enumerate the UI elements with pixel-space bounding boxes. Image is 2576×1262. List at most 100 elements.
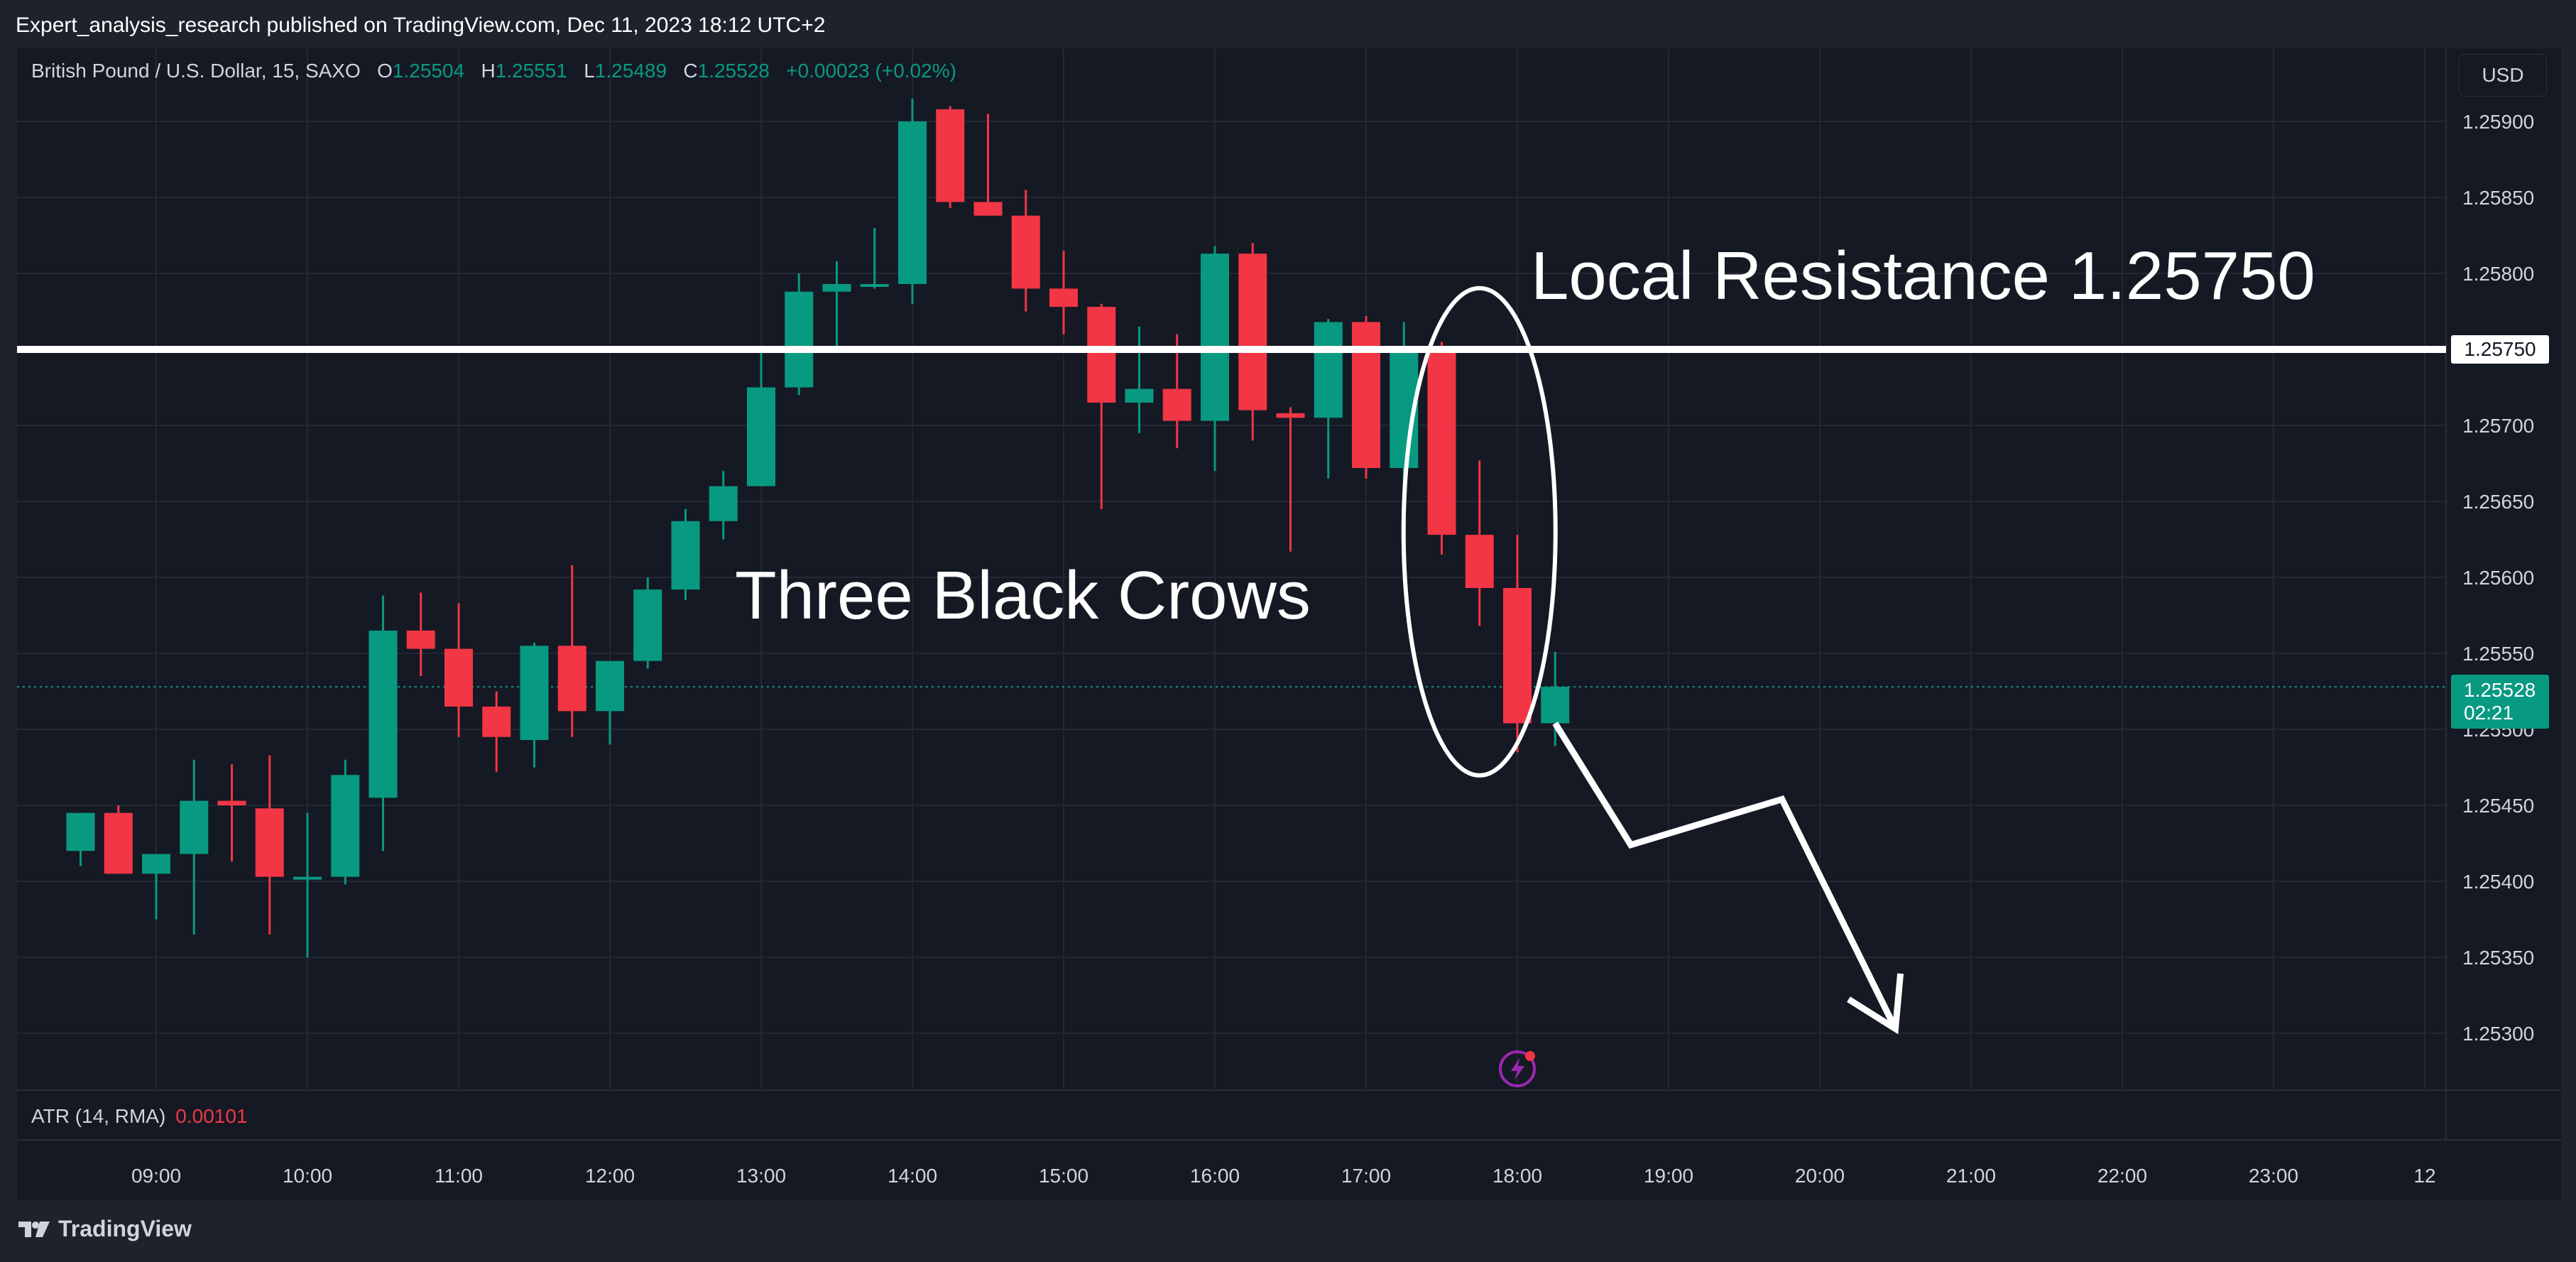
y-tick-label: 1.25350	[2462, 947, 2534, 969]
x-tick-label: 21:00	[1946, 1165, 1996, 1187]
candle-body[interactable]	[1314, 322, 1343, 418]
candle-body[interactable]	[104, 812, 133, 874]
atr-value: 0.00101	[175, 1105, 248, 1127]
brand-name: TradingView	[58, 1216, 192, 1241]
low-label: L	[584, 60, 595, 82]
atr-legend[interactable]: ATR (14, RMA) 0.00101	[31, 1105, 248, 1128]
open-value: 1.25504	[392, 60, 465, 82]
footer-bar	[0, 1200, 2576, 1262]
y-tick-label: 1.25550	[2462, 643, 2534, 665]
x-tick-label: 19:00	[1644, 1165, 1693, 1187]
symbol-title[interactable]: British Pound / U.S. Dollar, 15, SAXO	[31, 60, 361, 82]
x-tick-label: 15:00	[1039, 1165, 1088, 1187]
y-tick-label: 1.25450	[2462, 795, 2534, 817]
candle-body[interactable]	[1201, 254, 1229, 421]
candle-body[interactable]	[1087, 307, 1116, 403]
candle-body[interactable]	[936, 109, 965, 202]
candle-body[interactable]	[1541, 687, 1570, 724]
candle-body[interactable]	[785, 291, 814, 388]
candle-countdown: 02:21	[2464, 702, 2514, 724]
y-tick-label: 1.25600	[2462, 567, 2534, 589]
candle-body[interactable]	[1125, 388, 1154, 403]
candle-body[interactable]	[1049, 288, 1078, 308]
candle-body[interactable]	[1427, 349, 1456, 535]
pattern-ellipse[interactable]	[1401, 285, 1558, 778]
candle-body[interactable]	[331, 775, 360, 877]
publisher-bar: Expert_analysis_research published on Tr…	[0, 0, 2576, 48]
candle-body[interactable]	[1011, 215, 1040, 289]
pattern-annotation[interactable]: Three Black Crows	[735, 557, 1311, 633]
candle-body[interactable]	[709, 486, 738, 521]
x-tick-label: 12	[2413, 1165, 2435, 1187]
resistance-price-tag: 1.25750	[2451, 335, 2549, 364]
x-tick-label: 11:00	[435, 1165, 483, 1187]
candle-body[interactable]	[66, 812, 95, 852]
x-tick-label: 16:00	[1190, 1165, 1240, 1187]
candle-body[interactable]	[482, 706, 511, 737]
low-value: 1.25489	[594, 60, 667, 82]
candle-body[interactable]	[1352, 322, 1380, 468]
close-label: C	[683, 60, 698, 82]
publisher-text: Expert_analysis_research published on Tr…	[16, 13, 826, 37]
candle-body[interactable]	[1238, 254, 1267, 410]
x-tick-label: 17:00	[1341, 1165, 1391, 1187]
current-price-value: 1.25528	[2464, 679, 2536, 701]
current-price-tag: 1.25528 02:21	[2451, 675, 2549, 729]
candle-body[interactable]	[1503, 587, 1532, 724]
x-tick-label: 10:00	[283, 1165, 332, 1187]
tradingview-logo[interactable]: TradingView	[17, 1216, 192, 1242]
candle-body[interactable]	[369, 630, 398, 798]
y-tick-label: 1.25700	[2462, 415, 2534, 437]
x-tick-label: 18:00	[1492, 1165, 1542, 1187]
y-tick-label: 1.25650	[2462, 491, 2534, 513]
x-tick-label: 23:00	[2249, 1165, 2298, 1187]
change-value: +0.00023 (+0.02%)	[786, 60, 956, 82]
candle-body[interactable]	[444, 648, 473, 707]
candle-body[interactable]	[822, 283, 851, 292]
candle-body[interactable]	[860, 283, 889, 287]
candle-body[interactable]	[217, 800, 246, 805]
candle-body[interactable]	[142, 854, 170, 874]
candle-body[interactable]	[898, 121, 927, 284]
projection-arrow[interactable]	[1552, 722, 1899, 1030]
high-value: 1.25551	[495, 60, 567, 82]
x-tick-label: 13:00	[736, 1165, 786, 1187]
candle-body[interactable]	[596, 660, 624, 712]
x-tick-label: 14:00	[888, 1165, 937, 1187]
y-tick-label: 1.25300	[2462, 1023, 2534, 1045]
candle-body[interactable]	[180, 800, 209, 854]
atr-label: ATR (14, RMA)	[31, 1105, 166, 1127]
resistance-annotation[interactable]: Local Resistance 1.25750	[1531, 238, 2315, 314]
lightning-icon-bolt	[1511, 1058, 1524, 1080]
open-label: O	[377, 60, 393, 82]
candle-body[interactable]	[671, 521, 700, 590]
symbol-legend: British Pound / U.S. Dollar, 15, SAXO O1…	[31, 60, 956, 82]
y-tick-label: 1.25800	[2462, 263, 2534, 285]
x-tick-label: 12:00	[585, 1165, 635, 1187]
y-tick-label: 1.25850	[2462, 187, 2534, 209]
chart-frame[interactable]: 1.25900 1.25850 1.25800 1.25750 1.25700 1.256…	[17, 48, 2561, 1200]
candle-body[interactable]	[293, 876, 322, 880]
y-tick-label: 1.25900	[2462, 111, 2534, 133]
high-label: H	[481, 60, 496, 82]
lightning-icon-dot	[1525, 1051, 1535, 1061]
candle-body[interactable]	[557, 646, 586, 712]
candle-body[interactable]	[1162, 388, 1191, 421]
candle-body[interactable]	[520, 646, 549, 740]
close-value: 1.25528	[697, 60, 770, 82]
x-tick-label: 09:00	[131, 1165, 181, 1187]
y-tick-label: 1.25400	[2462, 871, 2534, 893]
x-tick-label: 20:00	[1795, 1165, 1845, 1187]
candle-body[interactable]	[973, 202, 1003, 216]
candle-body[interactable]	[1465, 535, 1494, 588]
candle-body[interactable]	[406, 630, 435, 649]
candle-body[interactable]	[747, 387, 775, 486]
candle-body[interactable]	[633, 589, 662, 661]
chart-canvas[interactable]: 1.25900 1.25850 1.25800 1.25750 1.25700 1.256…	[17, 48, 2561, 1200]
x-tick-label: 22:00	[2097, 1165, 2147, 1187]
candle-body[interactable]	[255, 808, 284, 877]
currency-button[interactable]: USD	[2459, 54, 2547, 97]
projection-arrow-head	[1847, 973, 1904, 1035]
lightning-icon[interactable]	[1499, 1050, 1536, 1087]
candle-body[interactable]	[1276, 413, 1305, 418]
